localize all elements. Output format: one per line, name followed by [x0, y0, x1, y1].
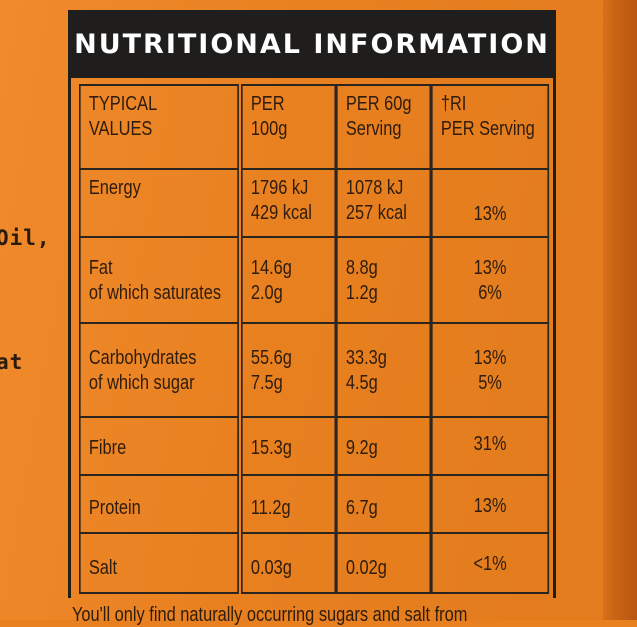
energy-per-100g: 1796 kJ 429 kcal: [241, 168, 337, 238]
protein-per-100g: 11.2g: [241, 474, 337, 534]
row-label-line: Carbohydrates: [88, 347, 197, 369]
value-line: 7.5g: [250, 372, 283, 394]
col-header-line: †RI: [440, 93, 467, 115]
value-line: 257 kcal: [345, 202, 407, 224]
value-line: 4.5g: [345, 372, 378, 394]
value-line: 33.3g: [345, 347, 387, 369]
protein-ri: 13%: [431, 474, 550, 534]
value-line: 5%: [478, 372, 502, 394]
energy-per-60g: 1078 kJ 257 kcal: [336, 168, 432, 238]
value-line: 1.2g: [345, 282, 378, 304]
value-line: 11.2g: [250, 497, 291, 519]
value-line: 0.03g: [250, 557, 292, 579]
carbohydrates-per-60g: 33.3g 4.5g: [336, 322, 432, 418]
value-line: 429 kcal: [250, 202, 312, 224]
value-line: 13%: [473, 347, 507, 369]
row-label-line: of which saturates: [88, 282, 222, 304]
col-header-per-100g: PER 100g: [241, 84, 337, 170]
fat-ri: 13% 6%: [431, 236, 550, 324]
package-edge: [603, 0, 637, 620]
fibre-ri: 31%: [431, 416, 550, 476]
col-header-line: PER 60g: [345, 93, 412, 115]
row-label-energy: Energy: [79, 168, 239, 238]
row-label-line: Fat: [88, 257, 113, 279]
nutrition-table: TYPICAL VALUES PER 100g PER 60g Serving …: [68, 78, 556, 598]
value-line: 1078 kJ: [345, 177, 404, 199]
row-label-line: Energy: [88, 177, 141, 199]
value-line: 55.6g: [250, 347, 292, 369]
row-label-fat: Fat of which saturates: [79, 236, 239, 324]
row-label-line: of which sugar: [88, 372, 195, 394]
value-line: 14.6g: [250, 257, 292, 279]
carbohydrates-ri: 13% 5%: [431, 322, 550, 418]
salt-per-100g: 0.03g: [241, 532, 337, 594]
value-line: 2.0g: [250, 282, 283, 304]
salt-per-60g: 0.02g: [336, 532, 432, 594]
salt-ri: <1%: [431, 532, 550, 594]
col-header-line: VALUES: [88, 118, 153, 140]
row-label-carbohydrates: Carbohydrates of which sugar: [79, 322, 239, 418]
fat-per-100g: 14.6g 2.0g: [241, 236, 337, 324]
value-line: <1%: [473, 553, 507, 575]
ingredients-fragment-oil: Oil,: [0, 226, 51, 250]
row-label-salt: Salt: [79, 532, 239, 594]
value-line: 31%: [473, 433, 507, 455]
value-line: 13%: [473, 257, 507, 279]
col-header-typical-values: TYPICAL VALUES: [79, 84, 239, 170]
energy-ri: 13%: [431, 168, 550, 238]
col-header-line: PER Serving: [440, 118, 535, 140]
carbohydrates-per-100g: 55.6g 7.5g: [241, 322, 337, 418]
row-label-protein: Protein: [79, 474, 239, 534]
value-line: 1796 kJ: [250, 177, 309, 199]
row-label-line: Fibre: [88, 437, 127, 459]
ingredients-fragment-at: at: [0, 350, 24, 374]
col-header-per-60g: PER 60g Serving: [336, 84, 432, 170]
value-line: 15.3g: [250, 437, 292, 459]
col-header-line: TYPICAL: [88, 93, 158, 115]
fat-per-60g: 8.8g 1.2g: [336, 236, 432, 324]
col-header-line: Serving: [345, 118, 402, 140]
col-header-line: 100g: [250, 118, 288, 140]
fibre-per-60g: 9.2g: [336, 416, 432, 476]
row-label-fibre: Fibre: [79, 416, 239, 476]
col-header-line: PER: [250, 93, 285, 115]
row-label-line: Salt: [88, 557, 118, 579]
row-label-line: Protein: [88, 497, 141, 519]
value-line: 0.02g: [345, 557, 387, 579]
fibre-per-100g: 15.3g: [241, 416, 337, 476]
col-header-ri: †RI PER Serving: [431, 84, 550, 170]
value-line: 8.8g: [345, 257, 378, 279]
value-line: 6.7g: [345, 497, 378, 519]
value-line: 13%: [473, 203, 507, 225]
value-line: 6%: [478, 282, 502, 304]
value-line: 9.2g: [345, 437, 378, 459]
nutrition-header: NUTRITIONAL INFORMATION: [68, 10, 556, 78]
footer-note: You'll only find naturally occurring sug…: [72, 604, 468, 626]
value-line: 13%: [473, 495, 507, 517]
protein-per-60g: 6.7g: [336, 474, 432, 534]
nutrition-title: NUTRITIONAL INFORMATION: [74, 28, 550, 60]
